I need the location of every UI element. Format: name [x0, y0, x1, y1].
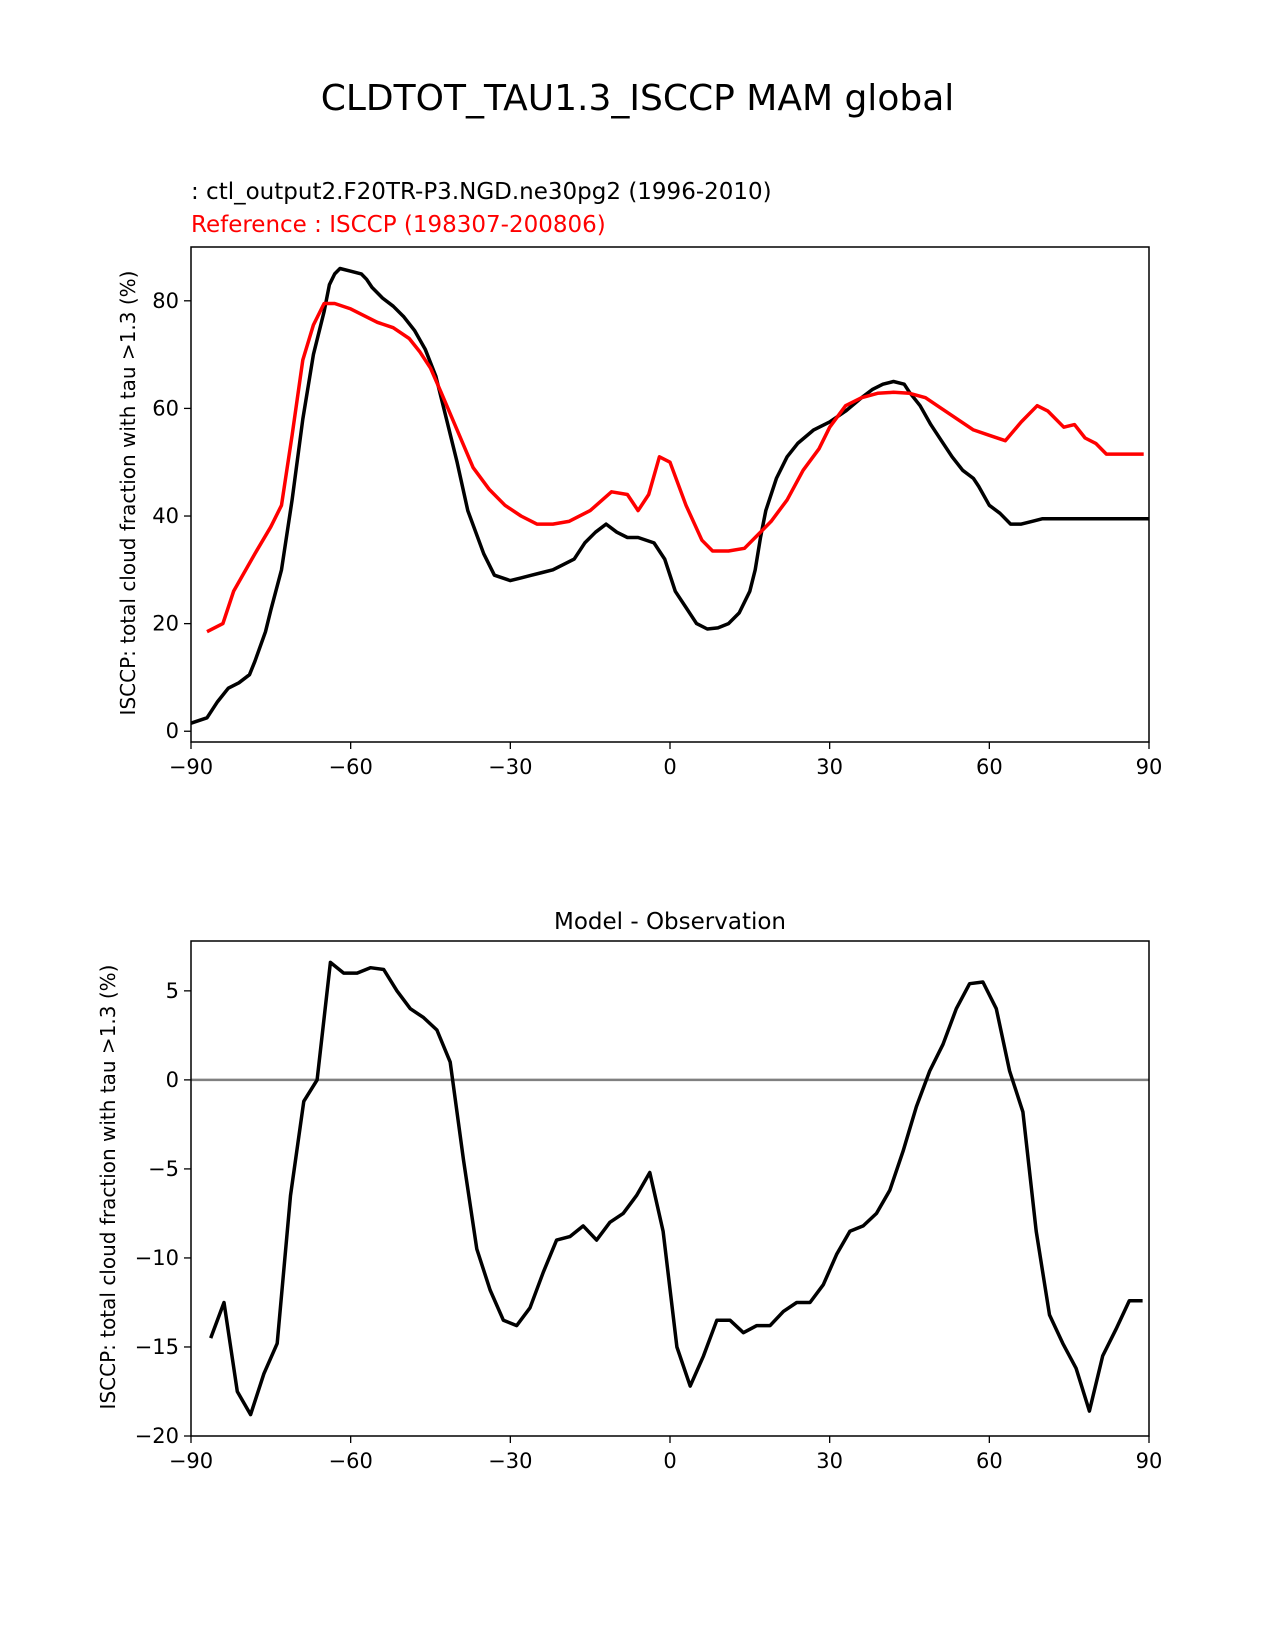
top-x-tick-label: 60 — [976, 755, 1003, 779]
bottom-y-tick-label: 0 — [166, 1068, 179, 1092]
figure-title: CLDTOT_TAU1.3_ISCCP MAM global — [321, 78, 955, 119]
bottom-y-tick-label: −10 — [135, 1246, 179, 1270]
top-x-tick-label: 30 — [816, 755, 843, 779]
bottom-y-axis-label: ISCCP: total cloud fraction with tau >1.… — [96, 965, 120, 1410]
top-axis-ticks: −90 −60 −30 0 30 60 90 0 20 40 60 80 — [152, 289, 1162, 779]
top-y-tick-label: 0 — [166, 719, 179, 743]
top-x-tick-label: 90 — [1136, 755, 1163, 779]
top-y-axis-label: ISCCP: total cloud fraction with tau >1.… — [116, 271, 140, 716]
bottom-axis-ticks: −90 −60 −30 0 30 60 90 −20 −15 −10 −5 0 5 — [135, 979, 1163, 1473]
top-chart-panel: : ctl_output2.F20TR-P3.NGD.ne30pg2 (1996… — [116, 179, 1162, 779]
bottom-x-tick-label: −30 — [488, 1449, 532, 1473]
difference-chart-title: Model - Observation — [554, 909, 786, 935]
bottom-y-tick-label: −20 — [135, 1424, 179, 1448]
test-dataset-title: : ctl_output2.F20TR-P3.NGD.ne30pg2 (1996… — [191, 179, 772, 205]
top-y-tick-label: 20 — [152, 612, 179, 636]
reference-dataset-title: Reference : ISCCP (198307-200806) — [191, 212, 606, 238]
bottom-y-tick-label: 5 — [166, 979, 179, 1003]
bottom-y-tick-label: −15 — [135, 1335, 179, 1359]
top-reference-series-line — [206, 301, 1144, 634]
bottom-x-tick-label: −90 — [169, 1449, 213, 1473]
bottom-x-tick-label: −60 — [329, 1449, 373, 1473]
top-y-tick-label: 60 — [152, 396, 179, 420]
top-test-series-line — [190, 266, 1149, 725]
bottom-difference-series-line — [209, 960, 1143, 1417]
top-y-tick-label: 40 — [152, 504, 179, 528]
bottom-x-tick-label: 90 — [1136, 1449, 1163, 1473]
bottom-chart-panel: Model - Observation ISCCP: total cloud f… — [96, 909, 1162, 1473]
bottom-x-tick-label: 60 — [976, 1449, 1003, 1473]
bottom-x-tick-label: 0 — [663, 1449, 676, 1473]
top-plot-frame — [190, 246, 1150, 743]
top-x-tick-label: −60 — [329, 755, 373, 779]
top-x-tick-label: −90 — [169, 755, 213, 779]
bottom-plot-series — [191, 960, 1149, 1417]
top-x-tick-label: −30 — [488, 755, 532, 779]
top-y-tick-label: 80 — [152, 289, 179, 313]
bottom-y-tick-label: −5 — [148, 1157, 179, 1181]
top-plot-series — [190, 266, 1149, 725]
bottom-plot-frame — [190, 940, 1150, 1437]
bottom-x-tick-label: 30 — [816, 1449, 843, 1473]
top-x-tick-label: 0 — [663, 755, 676, 779]
